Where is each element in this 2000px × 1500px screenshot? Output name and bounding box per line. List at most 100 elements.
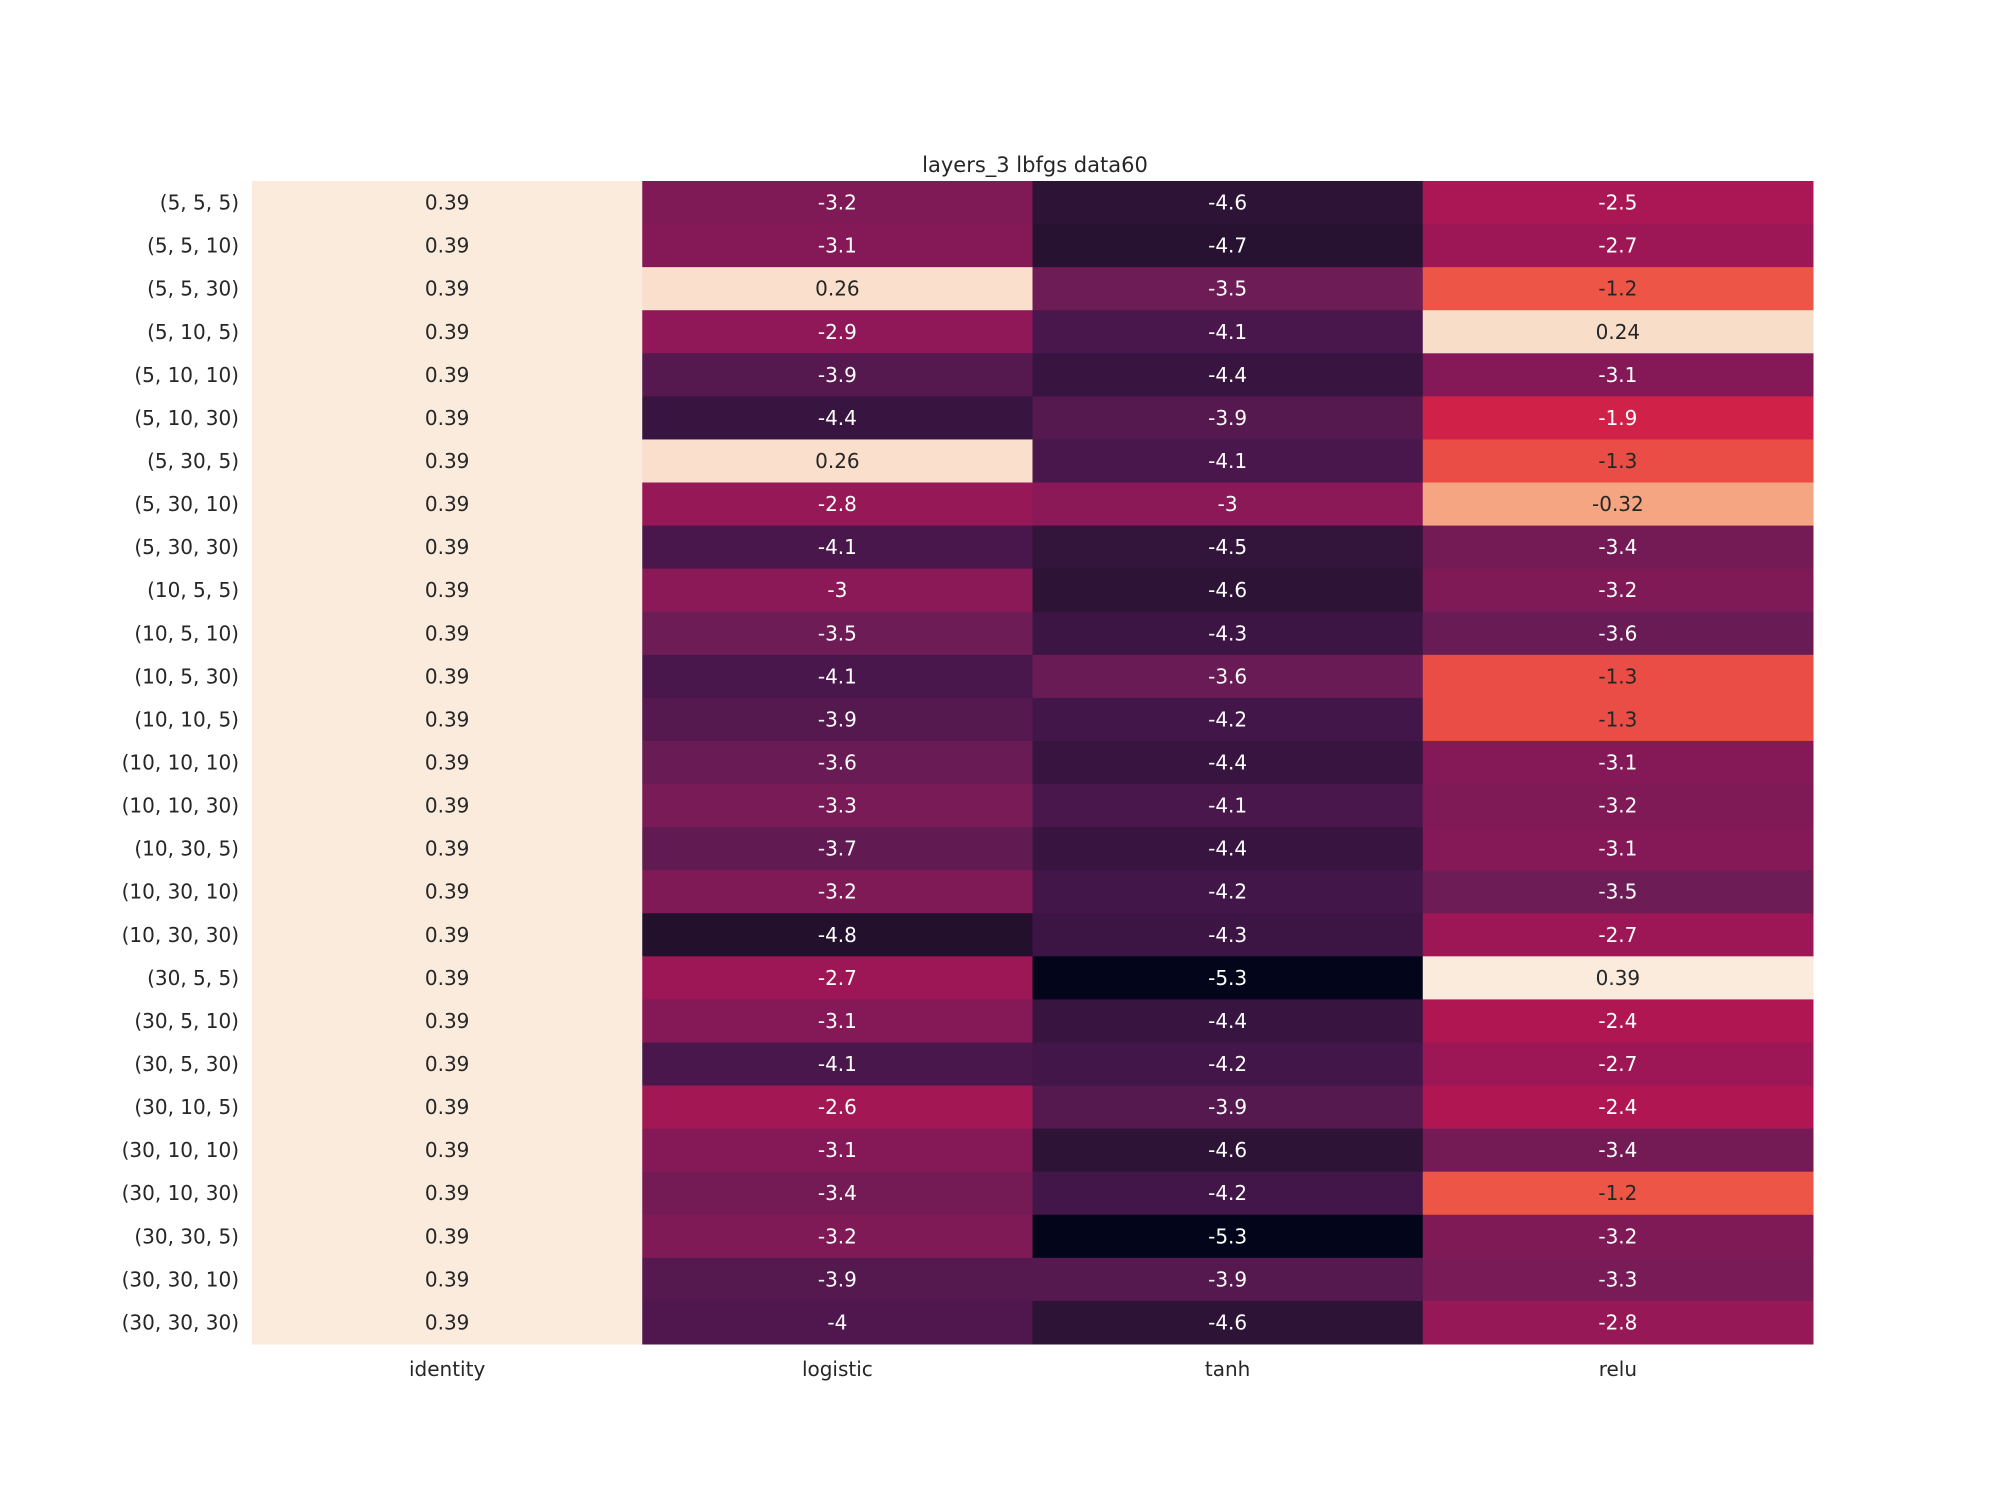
y-tick-label: (30, 30, 5) [134,1224,239,1248]
cell-value-label: 0.39 [425,751,470,775]
cell-value-label: -3.9 [818,1267,857,1291]
cell-value-label: -4.6 [1208,191,1247,215]
heatmap-cell [642,525,1033,570]
heatmap-cell [642,1300,1033,1345]
heatmap-cell [642,568,1033,613]
cell-value-label: -3.9 [1208,1267,1247,1291]
cell-value-label: 0.39 [425,449,470,473]
heatmap-cell [252,697,643,742]
heatmap-cell [252,611,643,656]
heatmap-cell [642,310,1033,354]
heatmap-cell [1032,310,1424,354]
y-tick-label: (10, 5, 30) [134,664,239,688]
heatmap-cell [642,956,1033,1000]
heatmap-cell [1422,224,1814,268]
y-tick-label: (5, 10, 5) [147,320,239,344]
y-tick-label: (5, 5, 30) [147,277,239,301]
cell-value-label: -4.2 [1208,1052,1247,1076]
heatmap-cell [1032,956,1424,1000]
cell-value-label: -3 [1218,492,1238,516]
heatmap-cell [1422,1257,1814,1302]
cell-value-label: -4.1 [818,535,857,559]
heatmap-cell [1032,654,1424,699]
cell-value-label: -2.8 [818,492,857,516]
heatmap-cell [1032,870,1424,914]
heatmap-cell [1422,439,1814,484]
cell-value-label: -4.3 [1208,923,1247,947]
cell-value-label: 0.39 [425,707,470,731]
heatmap-cell [252,1085,643,1130]
heatmap-cell [252,310,643,354]
cell-value-label: -3.6 [1598,621,1637,645]
heatmap-cell [1032,999,1424,1043]
cell-value-label: -3.1 [1598,363,1637,387]
cell-value-label: -3.6 [1208,664,1247,688]
heatmap-cell [642,870,1033,914]
heatmap-cell [642,740,1033,785]
heatmap-cell [1422,181,1814,225]
y-tick-labels: (5, 5, 5) (5, 5, 10) (5, 5, 30) (5, 10, 5) (… [122,191,239,1335]
y-tick-label: (10, 10, 5) [134,707,239,731]
heatmap-cells: 0.39 -3.2 -4.6 -2.5 0.39 -3.1 -4.7 -2.7 0.39 0.26… [252,181,1814,1345]
cell-value-label: -4.1 [1208,320,1247,344]
cell-value-label: -4.8 [818,923,857,947]
heatmap-cell [252,353,643,397]
y-tick-label: (30, 10, 30) [122,1181,239,1205]
heatmap-cell [642,482,1033,527]
heatmap-cell [1422,999,1814,1043]
cell-value-label: -3.4 [818,1181,857,1205]
cell-value-label: -5.3 [1208,1224,1247,1248]
cell-value-label: -1.2 [1598,277,1637,301]
cell-value-label: -3.5 [1598,880,1637,904]
cell-value-label: -3.5 [1208,277,1247,301]
cell-value-label: -1.3 [1598,449,1637,473]
cell-value-label: -4.7 [1208,234,1247,258]
cell-value-label: -0.32 [1592,492,1644,516]
cell-value-label: 0.39 [425,1310,470,1334]
heatmap-cell [252,1214,643,1259]
cell-value-label: 0.39 [425,794,470,818]
cell-value-label: 0.39 [425,1095,470,1119]
heatmap-cell [1032,525,1424,570]
y-tick-label: (5, 5, 10) [147,234,239,258]
heatmap-cell [1032,181,1424,225]
heatmap-cell [642,224,1033,268]
cell-value-label: 0.39 [425,535,470,559]
cell-value-label: -4.6 [1208,1310,1247,1334]
cell-value-label: -1.2 [1598,1181,1637,1205]
y-tick-label: (30, 30, 10) [122,1267,239,1291]
cell-value-label: -4.4 [1208,363,1247,387]
y-tick-label: (30, 5, 5) [147,966,239,990]
heatmap-cell [252,913,643,957]
heatmap-cell [642,827,1033,871]
y-tick-label: (10, 30, 30) [122,923,239,947]
heatmap-cell [252,1257,643,1302]
cell-value-label: -1.3 [1598,664,1637,688]
cell-value-label: 0.39 [425,320,470,344]
heatmap-cell [252,784,643,828]
cell-value-label: -2.5 [1598,191,1637,215]
cell-value-label: -4.5 [1208,535,1247,559]
cell-value-label: -3.6 [818,751,857,775]
heatmap-cell [1032,1085,1424,1130]
heatmap-cell [1032,1214,1424,1259]
cell-value-label: 0.39 [425,880,470,904]
x-tick-labels: identity logistic tanh relu [409,1357,1637,1381]
heatmap-cell [1032,568,1424,613]
heatmap-cell [252,654,643,699]
heatmap-cell [642,1171,1033,1216]
cell-value-label: -2.4 [1598,1095,1637,1119]
heatmap-cell [642,784,1033,828]
cell-value-label: -2.4 [1598,1009,1637,1033]
cell-value-label: -3.2 [1598,578,1637,602]
heatmap-cell [1032,267,1424,311]
cell-value-label: -4.6 [1208,1138,1247,1162]
cell-value-label: -2.7 [1598,923,1637,947]
heatmap-cell [1422,525,1814,570]
cell-value-label: -3.3 [818,794,857,818]
heatmap-cell [1422,870,1814,914]
heatmap-cell [1032,1300,1424,1345]
cell-value-label: -3.9 [1208,1095,1247,1119]
y-tick-label: (10, 10, 30) [122,794,239,818]
heatmap-cell [1032,827,1424,871]
